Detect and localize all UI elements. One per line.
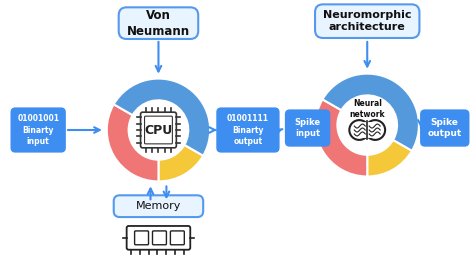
FancyBboxPatch shape [141,112,176,148]
FancyBboxPatch shape [315,4,419,38]
FancyBboxPatch shape [118,7,198,39]
FancyBboxPatch shape [11,108,65,152]
Circle shape [365,120,385,140]
FancyBboxPatch shape [359,122,375,138]
FancyBboxPatch shape [145,116,173,144]
FancyBboxPatch shape [114,195,203,217]
Circle shape [337,95,397,155]
Text: 01001001
Binarty
input: 01001001 Binarty input [17,114,59,146]
Wedge shape [322,74,419,151]
Text: Von
Neumann: Von Neumann [127,9,190,38]
Text: Neuromorphic
architecture: Neuromorphic architecture [323,10,411,32]
FancyBboxPatch shape [217,108,279,152]
Text: Spike
input: Spike input [294,118,320,138]
FancyBboxPatch shape [286,110,329,146]
Text: Neural
network: Neural network [349,99,385,119]
Wedge shape [114,79,210,156]
Wedge shape [367,140,412,176]
FancyBboxPatch shape [421,110,469,146]
Text: CPU: CPU [145,123,173,137]
Circle shape [128,100,188,160]
Wedge shape [316,99,367,176]
Text: Spike
output: Spike output [428,118,462,138]
Wedge shape [158,145,203,181]
Wedge shape [107,104,158,181]
Circle shape [349,120,369,140]
Text: 01001111
Binarty
output: 01001111 Binarty output [227,114,269,146]
Text: Memory: Memory [136,201,181,211]
